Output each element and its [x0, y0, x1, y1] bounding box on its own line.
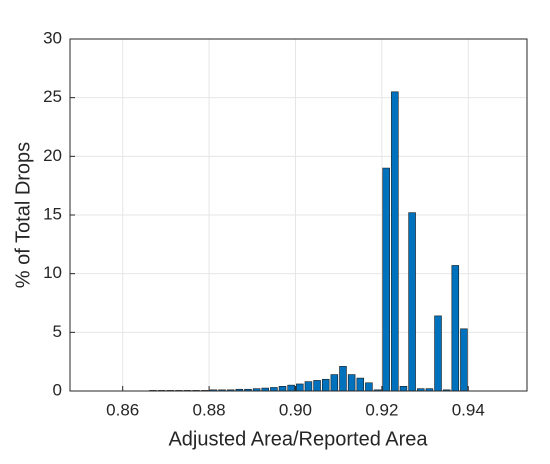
- bar: [313, 380, 321, 392]
- y-tick-label: 0: [53, 380, 62, 399]
- bar: [434, 315, 442, 392]
- x-axis-label: Adjusted Area/Reported Area: [168, 428, 428, 450]
- x-tick-label: 0.88: [193, 400, 226, 419]
- bar: [347, 374, 356, 392]
- bar: [460, 328, 468, 392]
- bar: [382, 167, 390, 392]
- bar: [304, 381, 313, 392]
- y-tick-label: 25: [43, 87, 62, 106]
- x-tick-label: 0.86: [106, 400, 139, 419]
- bar: [408, 212, 416, 392]
- bar: [399, 386, 408, 392]
- bar: [287, 384, 295, 392]
- bar: [296, 383, 304, 392]
- x-tick-label: 0.92: [365, 400, 398, 419]
- y-axis-label: % of Total Drops: [12, 142, 34, 288]
- x-tick-label: 0.90: [279, 400, 312, 419]
- bar: [330, 374, 339, 392]
- bar: [339, 366, 347, 392]
- y-tick-label: 15: [43, 204, 62, 223]
- y-tick-label: 30: [43, 28, 62, 47]
- bar: [278, 386, 287, 392]
- x-tick-label: 0.94: [452, 400, 485, 419]
- plot-frame: [69, 38, 528, 392]
- bar: [321, 378, 330, 392]
- bar: [451, 265, 460, 392]
- bar: [391, 91, 399, 392]
- y-tick-label: 5: [53, 322, 62, 341]
- bar: [365, 382, 373, 392]
- bar: [270, 387, 278, 392]
- y-tick-label: 20: [43, 146, 62, 165]
- bar: [356, 377, 365, 392]
- y-tick-label: 10: [43, 263, 62, 282]
